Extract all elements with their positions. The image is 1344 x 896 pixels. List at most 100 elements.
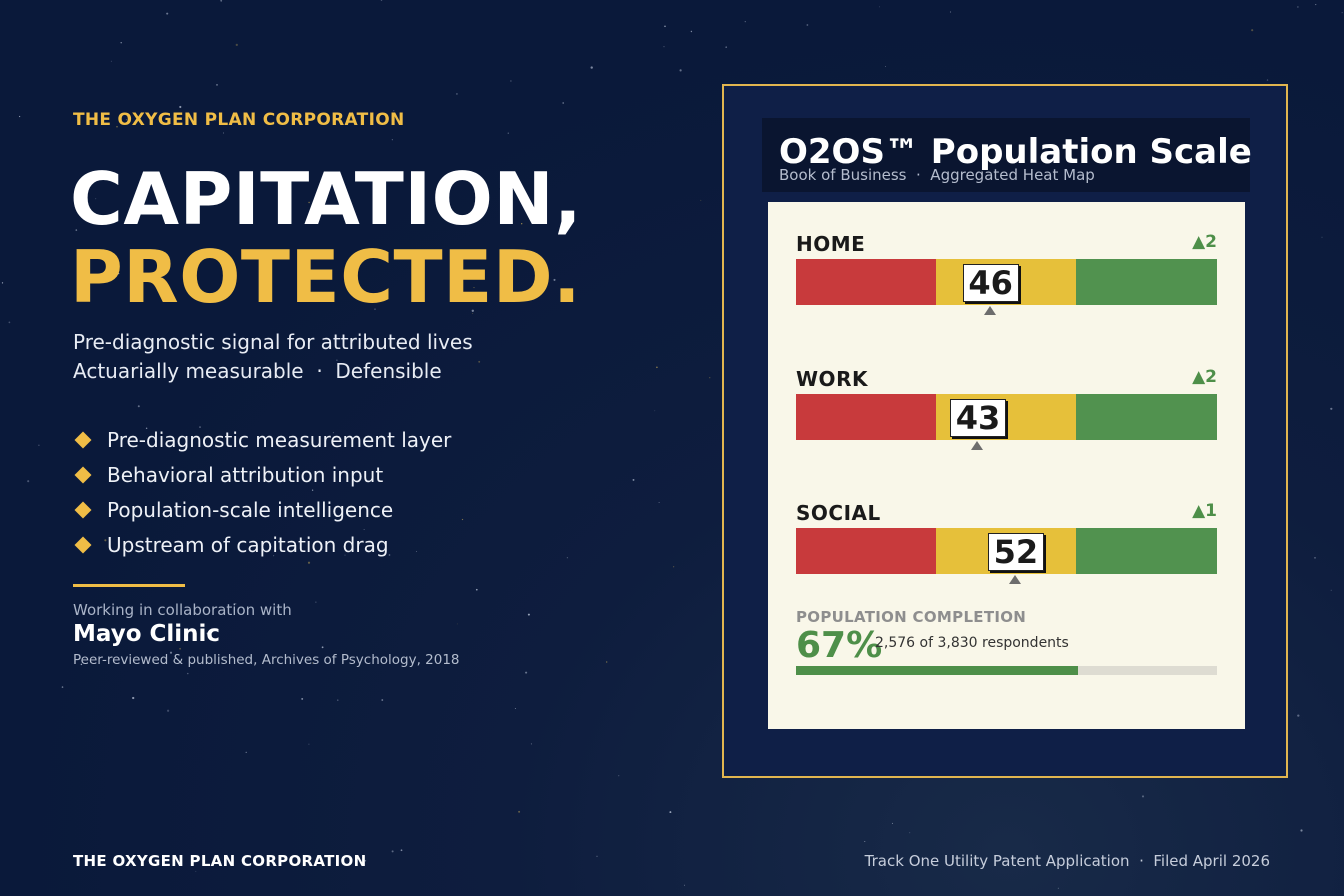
headline-line-1: CAPITATION, bbox=[70, 157, 582, 241]
star-dot bbox=[669, 811, 672, 814]
star-dot bbox=[461, 518, 464, 521]
completion-respondents: 2,576 of 3,830 respondents bbox=[875, 635, 1069, 651]
panel-header: O2OS™ Population Scale Book of Business … bbox=[762, 118, 1252, 192]
star-dot bbox=[885, 66, 886, 67]
metric-delta: ▲1 bbox=[1192, 501, 1217, 521]
star-dot bbox=[864, 841, 866, 842]
completion-progress-fill bbox=[796, 666, 1079, 675]
star-dot bbox=[949, 11, 952, 13]
star-dot bbox=[1141, 795, 1145, 798]
star-dot bbox=[632, 478, 635, 481]
population-scale-panel: O2OS™ Population Scale Book of Business … bbox=[722, 84, 1288, 778]
value-marker-icon bbox=[1008, 575, 1021, 584]
star-dot bbox=[673, 566, 675, 568]
star-dot bbox=[562, 102, 565, 104]
star-dot bbox=[18, 115, 21, 118]
star-dot bbox=[321, 646, 324, 649]
star-dot bbox=[590, 66, 593, 69]
star-dot bbox=[806, 24, 809, 26]
star-dot bbox=[514, 707, 516, 710]
star-dot bbox=[125, 119, 127, 121]
red-zone bbox=[796, 528, 936, 574]
completion-progress-bar bbox=[796, 666, 1217, 675]
star-dot bbox=[363, 529, 365, 530]
subtitle-line-2: Actuarially measurable · Defensible bbox=[73, 359, 442, 383]
hero-subtitle: Pre-diagnostic signal for attributed liv… bbox=[73, 328, 473, 386]
star-dot bbox=[235, 43, 238, 47]
star-dot bbox=[525, 671, 528, 674]
star-dot bbox=[388, 554, 391, 556]
star-dot bbox=[475, 588, 478, 591]
star-dot bbox=[606, 661, 608, 663]
star-dot bbox=[199, 426, 201, 429]
star-dot bbox=[478, 360, 481, 363]
feature-text: Upstream of capitation drag bbox=[107, 532, 389, 557]
diamond-bullet-icon bbox=[74, 536, 92, 553]
star-dot bbox=[235, 603, 237, 605]
value-marker-icon bbox=[971, 441, 984, 450]
star-dot bbox=[891, 822, 893, 824]
headline-line-2: PROTECTED. bbox=[70, 235, 581, 319]
star-dot bbox=[273, 555, 275, 557]
star-dot bbox=[471, 309, 474, 312]
star-dot bbox=[618, 775, 620, 777]
footer-patent-note: Track One Utility Patent Application · F… bbox=[864, 852, 1270, 870]
company-eyebrow: THE OXYGEN PLAN CORPORATION bbox=[73, 110, 405, 130]
star-dot bbox=[308, 201, 310, 204]
star-dot bbox=[206, 632, 209, 635]
star-dot bbox=[214, 118, 217, 121]
metric-label: WORK bbox=[796, 367, 868, 391]
star-dot bbox=[332, 432, 334, 434]
feature-item: Pre-diagnostic measurement layer bbox=[73, 422, 451, 457]
star-dot bbox=[1330, 589, 1332, 591]
star-dot bbox=[197, 294, 199, 296]
star-dot bbox=[951, 860, 954, 863]
star-dot bbox=[27, 480, 30, 483]
diamond-bullet-icon bbox=[74, 431, 92, 448]
star-dot bbox=[166, 12, 169, 15]
star-dot bbox=[909, 832, 911, 834]
star-dot bbox=[220, 0, 223, 2]
star-dot bbox=[179, 105, 182, 109]
star-dot bbox=[725, 46, 727, 48]
footer-company: THE OXYGEN PLAN CORPORATION bbox=[73, 852, 367, 870]
star-dot bbox=[216, 84, 218, 86]
feature-item: Population-scale intelligence bbox=[73, 492, 451, 527]
star-dot bbox=[472, 313, 474, 315]
star-dot bbox=[222, 132, 225, 134]
star-dot bbox=[473, 287, 475, 289]
metric-value: 46 bbox=[962, 264, 1019, 302]
star-dot bbox=[679, 69, 682, 72]
red-zone bbox=[796, 394, 936, 440]
star-dot bbox=[1297, 714, 1300, 717]
subtitle-line-1: Pre-diagnostic signal for attributed liv… bbox=[73, 330, 473, 354]
star-dot bbox=[1315, 4, 1317, 6]
green-zone bbox=[1076, 528, 1217, 574]
heat-map-card: HOME ▲2 46 WORK ▲2 43 SOCIAL ▲1 52 POPUL… bbox=[768, 202, 1245, 729]
star-dot bbox=[8, 321, 11, 324]
star-dot bbox=[469, 174, 472, 177]
star-dot bbox=[1266, 79, 1269, 81]
green-zone bbox=[1076, 259, 1217, 305]
star-dot bbox=[380, 0, 383, 1]
star-dot bbox=[308, 743, 310, 745]
metric-social: SOCIAL ▲1 52 bbox=[796, 491, 1217, 584]
metric-value: 43 bbox=[950, 399, 1007, 437]
feature-text: Behavioral attribution input bbox=[107, 462, 384, 487]
star-dot bbox=[116, 126, 118, 128]
collaboration-label: Working in collaboration with bbox=[73, 601, 292, 619]
metric-delta: ▲2 bbox=[1192, 367, 1217, 387]
star-dot bbox=[195, 870, 197, 872]
star-dot bbox=[307, 561, 311, 564]
completion-label: POPULATION COMPLETION bbox=[796, 608, 1027, 626]
panel-title: O2OS™ Population Scale bbox=[779, 132, 1252, 172]
star-dot bbox=[120, 41, 122, 44]
metric-label: SOCIAL bbox=[796, 501, 881, 525]
star-dot bbox=[456, 623, 458, 625]
feature-item: Behavioral attribution input bbox=[73, 457, 451, 492]
star-dot bbox=[61, 686, 64, 688]
star-dot bbox=[518, 810, 521, 813]
star-dot bbox=[268, 472, 270, 474]
publication-note: Peer-reviewed & published, Archives of P… bbox=[73, 652, 460, 668]
star-dot bbox=[301, 697, 304, 700]
